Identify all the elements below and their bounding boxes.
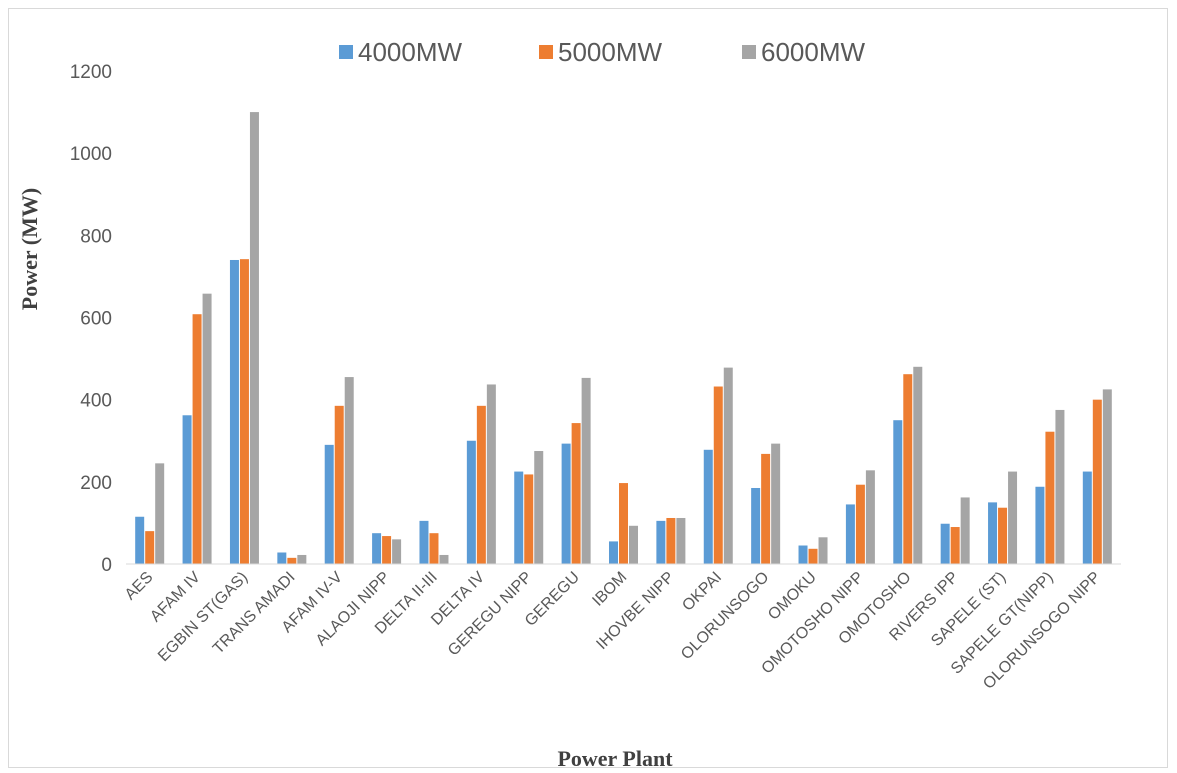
bar-5000mw bbox=[429, 533, 439, 564]
legend-swatch-6000mw bbox=[742, 45, 756, 59]
bar-4000mw bbox=[135, 516, 145, 564]
bar-4000mw bbox=[561, 443, 571, 564]
bar-6000mw bbox=[297, 554, 307, 564]
bar-6000mw bbox=[249, 112, 259, 564]
bar-4000mw bbox=[1082, 471, 1092, 564]
bar-chart: 4000MW 5000MW 6000MW 0 200 400 600 800 1000 1200… bbox=[17, 37, 1121, 769]
bar-6000mw bbox=[392, 539, 402, 564]
bar-6000mw bbox=[818, 537, 828, 564]
bar-4000mw bbox=[372, 533, 382, 564]
y-tick-label: 1000 bbox=[70, 144, 112, 165]
bar-4000mw bbox=[609, 541, 618, 564]
bar-5000mw bbox=[571, 423, 581, 564]
bar-6000mw bbox=[723, 367, 733, 564]
bar-5000mw bbox=[761, 453, 771, 564]
bar-4000mw bbox=[1035, 486, 1045, 564]
x-axis-title: Power Plant bbox=[557, 746, 673, 769]
bar-4000mw bbox=[277, 552, 287, 564]
bar-4000mw bbox=[229, 259, 239, 564]
bar-6000mw bbox=[913, 366, 923, 564]
bar-6000mw bbox=[581, 377, 591, 564]
legend-label: 4000MW bbox=[358, 37, 462, 67]
bar-6000mw bbox=[865, 470, 875, 564]
bar-6000mw bbox=[960, 497, 970, 564]
bar-6000mw bbox=[629, 525, 638, 564]
bar-5000mw bbox=[334, 405, 344, 564]
bar-5000mw bbox=[903, 374, 913, 564]
x-category-label: AES bbox=[122, 569, 157, 604]
bar-4000mw bbox=[988, 502, 998, 564]
legend-label: 5000MW bbox=[558, 37, 662, 67]
y-tick-label: 1200 bbox=[70, 62, 112, 83]
y-tick-label: 200 bbox=[80, 473, 112, 494]
bar-5000mw bbox=[808, 548, 818, 564]
bar-5000mw bbox=[1092, 399, 1102, 564]
bar-5000mw bbox=[619, 483, 628, 564]
bar-6000mw bbox=[771, 443, 781, 564]
bar-6000mw bbox=[1055, 409, 1065, 564]
y-tick-label: 800 bbox=[80, 226, 112, 247]
x-category-label: GEREGU NIPP bbox=[445, 569, 536, 660]
bar-5000mw bbox=[239, 259, 249, 564]
y-tick-label: 600 bbox=[80, 309, 112, 330]
bars bbox=[135, 112, 1112, 564]
y-axis-ticks: 0 200 400 600 800 1000 1200 bbox=[70, 62, 112, 576]
bar-5000mw bbox=[855, 484, 865, 564]
bar-6000mw bbox=[486, 384, 496, 564]
bar-5000mw bbox=[666, 517, 676, 564]
x-category-label: IBOM bbox=[589, 569, 630, 610]
x-category-label: OKPAI bbox=[679, 569, 725, 615]
bar-6000mw bbox=[439, 554, 449, 564]
bar-4000mw bbox=[466, 440, 476, 564]
y-axis-title: Power (MW) bbox=[17, 188, 42, 310]
bar-4000mw bbox=[324, 444, 334, 564]
bar-5000mw bbox=[382, 536, 392, 564]
bar-4000mw bbox=[656, 520, 666, 564]
y-tick-label: 0 bbox=[101, 555, 112, 576]
bar-4000mw bbox=[751, 487, 761, 564]
bar-5000mw bbox=[192, 314, 202, 564]
bar-4000mw bbox=[182, 415, 192, 564]
bar-4000mw bbox=[703, 449, 713, 564]
bar-5000mw bbox=[287, 557, 297, 564]
legend: 4000MW 5000MW 6000MW bbox=[339, 37, 865, 67]
bar-5000mw bbox=[1045, 431, 1055, 564]
bar-5000mw bbox=[950, 527, 960, 564]
bar-6000mw bbox=[1008, 471, 1018, 564]
bar-6000mw bbox=[344, 377, 354, 564]
bar-6000mw bbox=[155, 463, 165, 564]
bar-5000mw bbox=[524, 474, 534, 564]
bar-4000mw bbox=[940, 523, 950, 564]
bar-4000mw bbox=[514, 471, 524, 564]
legend-swatch-4000mw bbox=[339, 45, 353, 59]
bar-5000mw bbox=[145, 531, 155, 564]
x-category-label: EGBIN ST(GAS) bbox=[155, 569, 251, 665]
chart-frame: 4000MW 5000MW 6000MW 0 200 400 600 800 1000 1200… bbox=[8, 8, 1168, 769]
bar-6000mw bbox=[1102, 389, 1112, 564]
bar-4000mw bbox=[419, 520, 429, 564]
bar-5000mw bbox=[476, 405, 486, 564]
x-category-label: OLORUNSOGO bbox=[678, 569, 772, 663]
bar-4000mw bbox=[845, 504, 855, 564]
legend-swatch-5000mw bbox=[539, 45, 553, 59]
legend-label: 6000MW bbox=[761, 37, 865, 67]
bar-5000mw bbox=[998, 507, 1008, 564]
bar-4000mw bbox=[893, 420, 903, 564]
bar-6000mw bbox=[534, 451, 544, 564]
bar-6000mw bbox=[202, 293, 212, 564]
x-category-label: TRANS AMADI bbox=[210, 569, 299, 658]
bar-4000mw bbox=[798, 545, 808, 564]
bar-6000mw bbox=[676, 517, 686, 564]
y-tick-label: 400 bbox=[80, 391, 112, 412]
bar-5000mw bbox=[713, 386, 723, 564]
